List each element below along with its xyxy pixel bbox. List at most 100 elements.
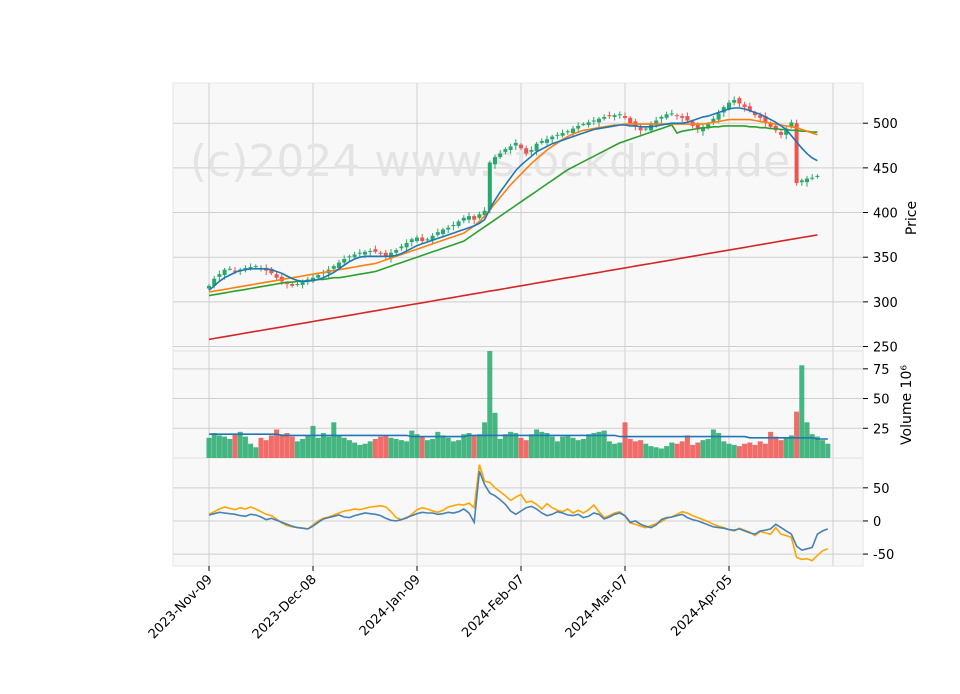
volume-bar bbox=[726, 443, 732, 458]
volume-bar bbox=[268, 435, 274, 458]
candle-body bbox=[685, 116, 690, 121]
volume-tick-label: 50 bbox=[873, 393, 890, 408]
volume-series bbox=[206, 351, 831, 458]
volume-bar bbox=[310, 425, 316, 458]
volume-bar bbox=[398, 440, 404, 458]
volume-bar bbox=[814, 436, 820, 458]
volume-bar bbox=[331, 422, 337, 458]
volume-bar bbox=[502, 434, 508, 458]
x-tick-label: 2024-Mar-07 bbox=[563, 572, 632, 641]
candle-body bbox=[784, 128, 789, 135]
volume-bar bbox=[388, 437, 394, 458]
candle-body bbox=[472, 216, 477, 220]
candle-body bbox=[389, 252, 393, 259]
x-tick-label: 2023-Nov-09 bbox=[146, 572, 216, 642]
candle-body bbox=[363, 251, 367, 255]
candle-body bbox=[763, 116, 768, 123]
volume-bar bbox=[404, 441, 410, 458]
candle-body bbox=[529, 150, 534, 152]
oscillator-blue-line bbox=[208, 471, 829, 551]
volume-bar bbox=[638, 440, 644, 458]
volume-bar bbox=[523, 440, 529, 458]
volume-bar bbox=[716, 433, 722, 458]
candle-body bbox=[815, 175, 820, 177]
candle-body bbox=[300, 281, 305, 285]
candle-body bbox=[612, 115, 617, 117]
volume-bar bbox=[300, 438, 306, 458]
volume-bar bbox=[575, 440, 581, 458]
candle-body bbox=[664, 114, 669, 118]
candle-body bbox=[659, 116, 664, 119]
volume-bar bbox=[612, 443, 618, 458]
ma-200-line bbox=[208, 234, 818, 341]
candle-body bbox=[311, 277, 315, 282]
candle-body bbox=[768, 123, 773, 127]
volume-bar bbox=[788, 435, 794, 458]
candle-body bbox=[394, 250, 399, 253]
candle-body bbox=[404, 242, 409, 248]
volume-bar bbox=[383, 435, 389, 458]
volume-bar bbox=[487, 351, 493, 458]
candle-body bbox=[446, 227, 451, 230]
candle-body bbox=[316, 275, 321, 278]
x-tick-label: 2023-Dec-08 bbox=[250, 572, 320, 642]
volume-bar bbox=[528, 434, 534, 458]
candle-body bbox=[716, 113, 721, 120]
candle-body bbox=[727, 102, 731, 109]
volume-bar bbox=[773, 436, 779, 458]
candle-body bbox=[420, 237, 425, 242]
volume-bar bbox=[539, 431, 545, 458]
volume-bar bbox=[242, 436, 248, 458]
volume-bar bbox=[518, 437, 524, 458]
volume-bar bbox=[783, 437, 789, 458]
ma-medium-line bbox=[208, 118, 818, 293]
volume-bar bbox=[799, 365, 805, 458]
candle-body bbox=[623, 116, 627, 118]
candle-body bbox=[352, 254, 357, 258]
candle-body bbox=[451, 225, 456, 227]
volume-bar bbox=[279, 434, 285, 458]
volume-bar bbox=[752, 444, 758, 458]
volume-bar bbox=[393, 438, 399, 458]
volume-bar bbox=[456, 440, 462, 458]
candle-body bbox=[794, 123, 799, 184]
volume-bar bbox=[820, 440, 826, 458]
volume-bar bbox=[482, 422, 488, 458]
candle-body bbox=[430, 235, 435, 241]
volume-bar bbox=[596, 431, 602, 458]
candle-body bbox=[513, 142, 518, 146]
volume-bar bbox=[534, 429, 540, 458]
candle-body bbox=[524, 148, 529, 154]
volume-tick-label: 25 bbox=[873, 422, 890, 437]
volume-bar bbox=[419, 436, 425, 458]
candle-body bbox=[331, 266, 336, 269]
candle-body bbox=[617, 114, 622, 116]
volume-bar bbox=[731, 444, 737, 458]
volume-bar bbox=[794, 411, 800, 458]
oscillator-tick-label: -50 bbox=[873, 548, 894, 563]
volume-bar bbox=[315, 437, 321, 458]
candle-body bbox=[721, 107, 726, 113]
volume-axis-label: Volume 10⁶ bbox=[899, 365, 915, 445]
candle-body bbox=[675, 115, 679, 117]
volume-bar bbox=[352, 442, 358, 458]
volume-bar bbox=[643, 443, 649, 458]
volume-bar bbox=[253, 447, 259, 458]
volume-bar bbox=[690, 444, 696, 458]
candle-body bbox=[560, 133, 565, 136]
candle-body bbox=[695, 124, 700, 130]
oscillator-tick-label: 0 bbox=[873, 515, 881, 530]
candle-body bbox=[805, 178, 809, 183]
volume-bar bbox=[227, 438, 233, 458]
candle-body bbox=[441, 229, 445, 234]
candle-body bbox=[295, 284, 300, 285]
candle-body bbox=[737, 98, 742, 104]
volume-bar bbox=[440, 435, 446, 458]
volume-bar bbox=[471, 435, 477, 458]
candle-body bbox=[706, 124, 711, 128]
price-series bbox=[207, 96, 820, 341]
candle-body bbox=[810, 177, 815, 179]
candle-body bbox=[290, 284, 295, 286]
candle-body bbox=[274, 274, 279, 278]
oscillator-series bbox=[208, 464, 829, 562]
